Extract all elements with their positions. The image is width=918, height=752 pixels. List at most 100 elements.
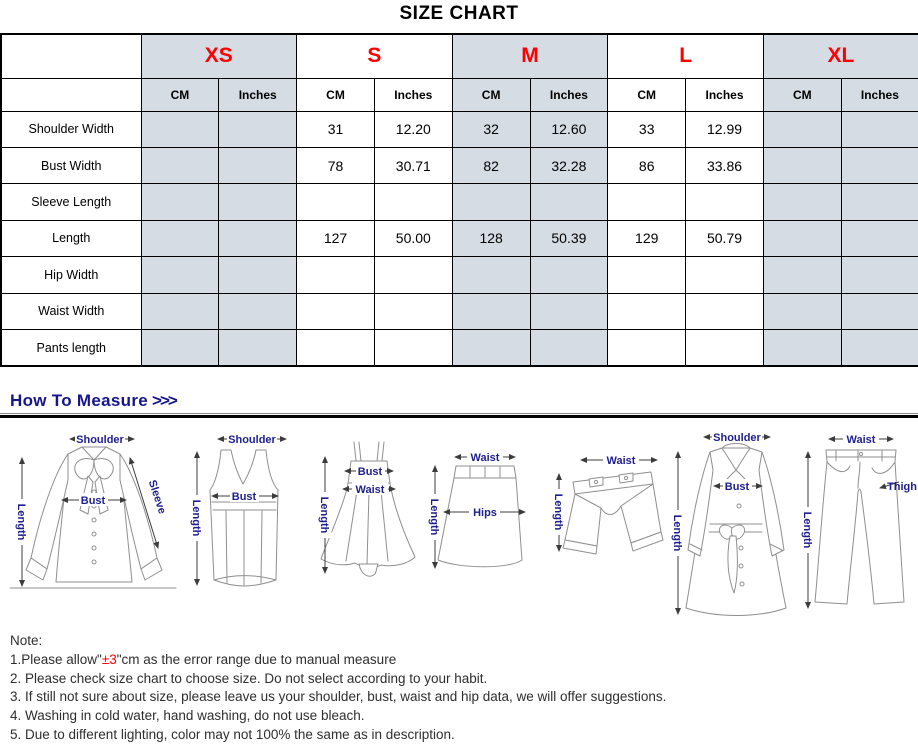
table-row: Sleeve Length xyxy=(0,183,918,221)
size-value-cell xyxy=(218,292,298,331)
size-value-cell xyxy=(218,256,298,294)
blouse-sleeve-label: Sleeve xyxy=(146,479,168,516)
size-value-cell xyxy=(218,219,298,258)
coat-length-label: Length xyxy=(671,515,683,552)
shorts-measure-arrows: Waist Length xyxy=(552,453,658,552)
error-range-value: ±3 xyxy=(101,651,117,667)
size-value-cell xyxy=(840,292,918,331)
size-header-l: L xyxy=(607,33,764,79)
unit-header-cm: CM xyxy=(607,77,687,112)
corner-cell xyxy=(0,33,142,79)
size-value-cell xyxy=(762,292,842,331)
size-value-cell: 30.71 xyxy=(373,146,453,185)
size-value-cell: 50.00 xyxy=(373,219,453,258)
size-header-xl: XL xyxy=(762,33,918,79)
size-value-cell xyxy=(607,183,687,221)
blouse-sketch xyxy=(9,446,177,589)
how-to-measure-heading: How To Measure >>> xyxy=(10,391,178,411)
size-value-cell xyxy=(840,183,918,221)
size-chart-table: XS S M L XL CM Inches CM Inches CM Inche… xyxy=(0,33,918,367)
table-row: Shoulder Width 31 12.20 32 12.60 33 12.99 xyxy=(0,110,918,148)
cami-bust-label: Bust xyxy=(358,466,383,478)
size-value-cell xyxy=(140,146,220,185)
size-value-cell xyxy=(840,256,918,294)
divider-line-thick xyxy=(0,415,918,418)
tank-length-label: Length xyxy=(190,500,202,537)
size-value-cell xyxy=(529,183,609,221)
blouse-length-label: Length xyxy=(15,504,27,541)
page-title: SIZE CHART xyxy=(399,3,519,24)
figure-shorts: Waist Length xyxy=(545,448,667,574)
size-header-xs: XS xyxy=(140,33,298,79)
skirt-measure-arrows: Waist Hips Length xyxy=(428,450,526,569)
size-value-cell xyxy=(296,329,375,367)
figure-blouse: Shoulder Bust Sleeve Length xyxy=(8,430,180,602)
row-label: Length xyxy=(0,219,142,258)
unit-header-inches: Inches xyxy=(685,77,764,112)
size-header-s: S xyxy=(296,33,453,79)
size-value-cell xyxy=(373,329,453,367)
shorts-sketch xyxy=(562,471,664,555)
size-value-cell xyxy=(685,256,764,294)
pants-length-label: Length xyxy=(801,512,813,549)
size-value-cell: 33 xyxy=(607,110,687,148)
trench-coat-measure-arrows: Shoulder Bust Length xyxy=(671,430,771,615)
tank-top-measure-arrows: Shoulder Bust Length xyxy=(190,432,287,586)
unit-header-inches: Inches xyxy=(218,77,298,112)
size-header-row: XS S M L XL xyxy=(0,33,918,79)
unit-header-row: CM Inches CM Inches CM Inches CM Inches … xyxy=(0,77,918,112)
size-value-cell xyxy=(529,256,609,294)
size-value-cell: 129 xyxy=(607,219,687,258)
unit-header-cm: CM xyxy=(140,77,220,112)
shorts-length-label: Length xyxy=(552,494,564,531)
note-line-1: 1.Please allow"±3"cm as the error range … xyxy=(10,651,397,667)
row-label: Hip Width xyxy=(0,256,142,294)
figure-trench-coat: Shoulder Bust Length xyxy=(666,428,792,624)
size-value-cell: 128 xyxy=(451,219,531,258)
row-label: Sleeve Length xyxy=(0,183,142,221)
note-line-5: 5. Due to different lighting, color may … xyxy=(10,726,455,742)
row-label: Waist Width xyxy=(0,292,142,331)
table-row: Bust Width 78 30.71 82 32.28 86 33.86 xyxy=(0,146,918,185)
unit-header-cm: CM xyxy=(451,77,531,112)
size-value-cell xyxy=(140,292,220,331)
notes-section: Note: 1.Please allow"±3"cm as the error … xyxy=(10,632,910,745)
unit-header-inches: Inches xyxy=(529,77,609,112)
corner-cell xyxy=(0,77,142,112)
cami-waist-label: Waist xyxy=(356,484,385,496)
pants-thigh-label: Thigh xyxy=(887,481,917,493)
size-value-cell xyxy=(762,110,842,148)
figure-tank-top: Shoulder Bust Length xyxy=(186,430,302,596)
size-value-cell xyxy=(840,146,918,185)
size-value-cell xyxy=(373,183,453,221)
size-value-cell xyxy=(607,256,687,294)
size-table-body: Shoulder Width 31 12.20 32 12.60 33 12.99 Bust … xyxy=(0,110,918,367)
size-value-cell xyxy=(607,292,687,331)
size-value-cell xyxy=(451,256,531,294)
size-value-cell xyxy=(451,183,531,221)
size-header-m: M xyxy=(451,33,609,79)
size-value-cell: 50.39 xyxy=(529,219,609,258)
chevrons-right-icon: >>> xyxy=(152,391,178,410)
size-value-cell: 12.60 xyxy=(529,110,609,148)
size-value-cell xyxy=(840,219,918,258)
size-value-cell: 127 xyxy=(296,219,375,258)
skirt-waist-label: Waist xyxy=(471,452,500,464)
size-value-cell xyxy=(607,329,687,367)
size-value-cell xyxy=(373,292,453,331)
unit-header-inches: Inches xyxy=(840,77,918,112)
size-value-cell xyxy=(296,183,375,221)
size-value-cell: 82 xyxy=(451,146,531,185)
size-value-cell xyxy=(685,183,764,221)
row-label: Pants length xyxy=(0,329,142,367)
how-to-measure-label: How To Measure xyxy=(10,391,149,410)
cami-dress-sketch xyxy=(320,441,416,577)
size-value-cell xyxy=(529,292,609,331)
table-row: Waist Width xyxy=(0,292,918,331)
blouse-bust-label: Bust xyxy=(81,495,106,507)
row-label: Shoulder Width xyxy=(0,110,142,148)
size-value-cell xyxy=(762,183,842,221)
size-value-cell: 50.79 xyxy=(685,219,764,258)
blouse-shoulder-label: Shoulder xyxy=(76,434,124,446)
